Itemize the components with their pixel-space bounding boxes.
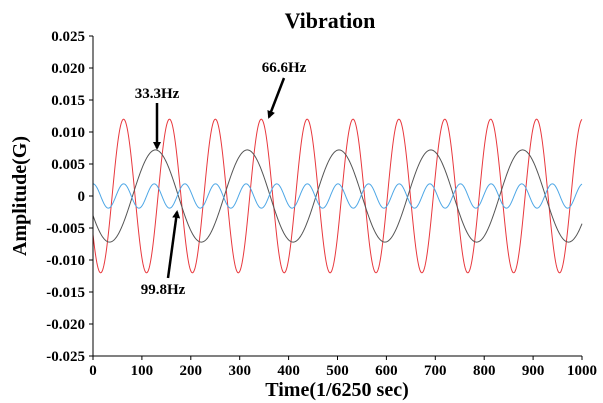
- y-tick-label: -0.025: [46, 349, 85, 365]
- x-tick-label: 1000: [567, 363, 597, 379]
- plot-lines: [92, 118, 583, 274]
- y-tick-label: 0.005: [51, 157, 85, 173]
- annotations: 33.3Hz 66.6Hz 99.8Hz: [135, 60, 307, 298]
- x-tick-label: 400: [277, 363, 300, 379]
- series-line-2: [92, 149, 583, 243]
- x-tick-label: 300: [228, 363, 251, 379]
- y-tick-label: 0.020: [51, 61, 85, 77]
- y-tick-label: -0.010: [46, 253, 85, 269]
- x-tick-label: 100: [131, 363, 154, 379]
- annotation-label: 99.8Hz: [141, 282, 186, 298]
- series-line-3: [92, 183, 583, 209]
- y-tick-label: -0.020: [46, 317, 85, 333]
- annotation-label: 33.3Hz: [135, 86, 180, 102]
- series-line-1: [92, 118, 583, 274]
- annotation-arrow: [166, 210, 181, 279]
- axes: 0.025 0.020 0.015 0.010 0.005 0 -0.005 -0.010 -0…: [46, 29, 597, 379]
- annotation-label: 66.6Hz: [262, 60, 307, 76]
- y-tick-label: 0: [78, 189, 86, 205]
- y-tick-label: 0.015: [51, 93, 85, 109]
- y-tick-label: -0.005: [46, 221, 85, 237]
- x-tick-label: 800: [473, 363, 496, 379]
- x-axis-label: Time(1/6250 sec): [265, 379, 409, 401]
- y-tick-label: 0.010: [51, 125, 85, 141]
- annotation-arrow: [267, 77, 286, 119]
- chart-title: Vibration: [285, 8, 376, 33]
- x-tick-label: 200: [180, 363, 203, 379]
- x-tick-label: 900: [522, 363, 545, 379]
- y-axis-label: Amplitude(G): [9, 136, 31, 256]
- y-tick-label: -0.015: [46, 285, 85, 301]
- x-tick-label: 600: [375, 363, 398, 379]
- x-tick-label: 700: [424, 363, 447, 379]
- x-tick-label: 0: [89, 363, 97, 379]
- y-tick-label: 0.025: [51, 29, 85, 45]
- x-tick-label: 500: [326, 363, 349, 379]
